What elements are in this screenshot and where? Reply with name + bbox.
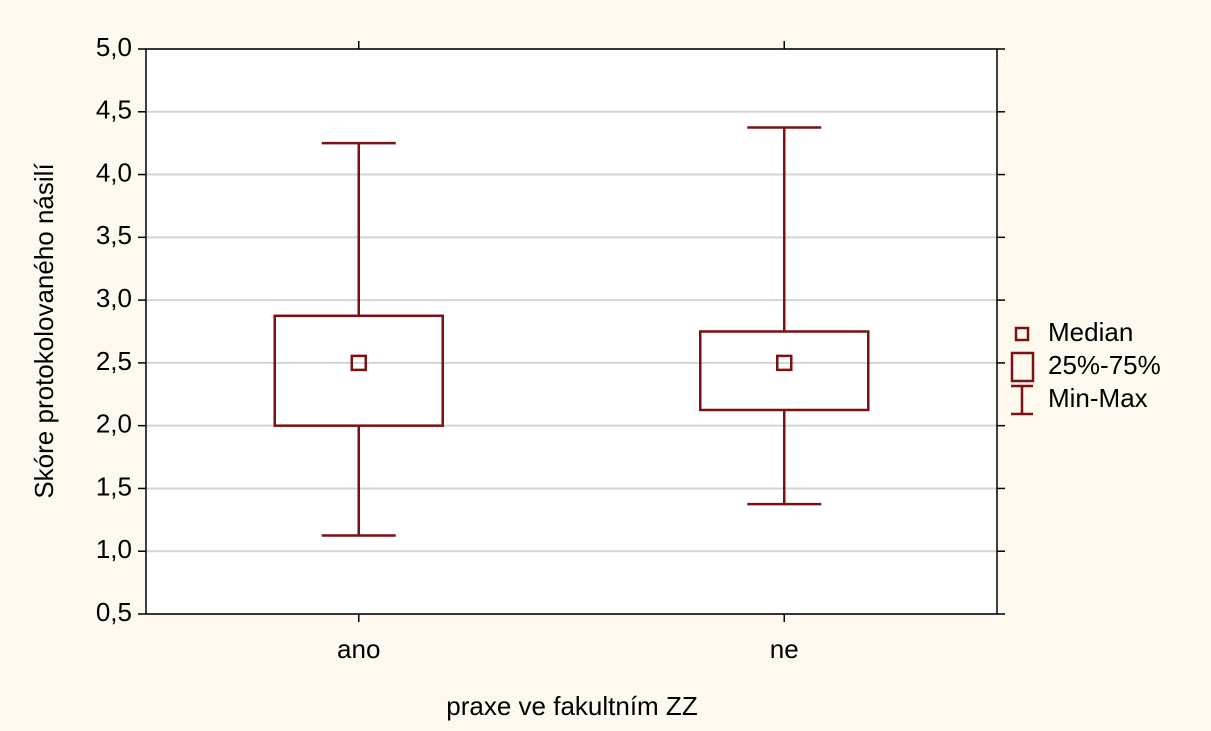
plot-frame xyxy=(145,48,998,615)
y-tick-label: 4,5 xyxy=(96,95,132,125)
box xyxy=(273,314,444,427)
y-tick-label: 1,0 xyxy=(96,534,132,564)
legend-label: Min-Max xyxy=(1048,383,1148,413)
y-tick-label: 1,5 xyxy=(96,471,132,501)
x-tick-label: ne xyxy=(770,634,799,664)
x-tick-label: ano xyxy=(337,634,380,664)
y-tick-label: 0,5 xyxy=(96,597,132,627)
y-tick-label: 2,5 xyxy=(96,346,132,376)
y-tick-label: 3,5 xyxy=(96,220,132,250)
median-marker xyxy=(350,354,367,372)
y-axis-label: Skóre protokolovaného násilí xyxy=(29,163,59,499)
y-tick-label: 5,0 xyxy=(96,32,132,62)
legend-label: Median xyxy=(1048,317,1133,347)
box xyxy=(699,330,870,412)
median-marker xyxy=(776,354,793,372)
y-tick-label: 2,0 xyxy=(96,409,132,439)
x-axis-label: praxe ve fakultním ZZ xyxy=(446,691,698,721)
legend-median-symbol xyxy=(1014,326,1030,342)
y-tick-label: 4,0 xyxy=(96,157,132,187)
legend-label: 25%-75% xyxy=(1048,350,1161,380)
legend-box-symbol xyxy=(1010,351,1035,383)
y-tick-label: 3,0 xyxy=(96,283,132,313)
